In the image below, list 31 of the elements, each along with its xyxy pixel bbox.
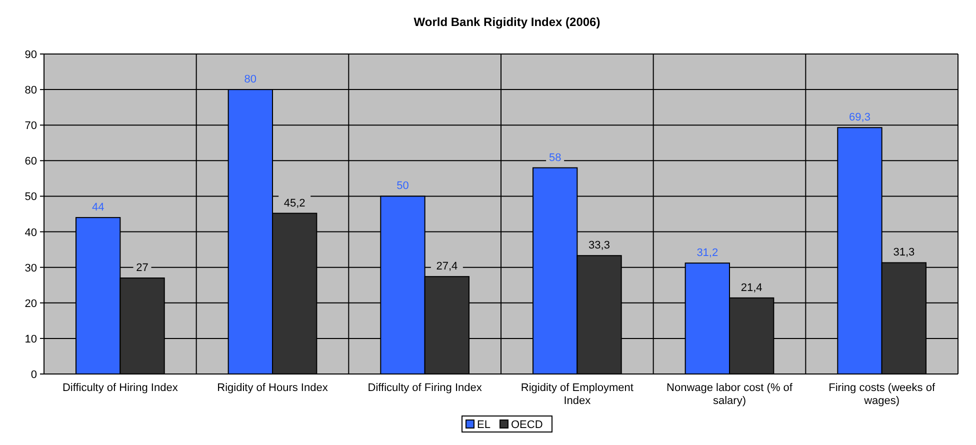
x-tick-label: Difficulty of Firing Index (368, 382, 482, 394)
data-label: 50 (396, 180, 409, 192)
legend-label: OECD (511, 419, 543, 431)
x-tick-label: Rigidity of Employment Index (520, 382, 634, 407)
y-tick-label: 80 (24, 84, 37, 97)
y-tick-label: 0 (30, 369, 37, 381)
y-tick-label: 10 (24, 333, 37, 346)
y-tick-label: 30 (24, 262, 37, 274)
data-label: 27,4 (436, 260, 458, 273)
y-tick-label: 60 (24, 156, 37, 168)
data-label: 80 (244, 74, 257, 86)
y-tick-label: 70 (24, 120, 37, 132)
y-tick-label: 20 (24, 298, 37, 310)
x-tick-label: Rigidity of Hours Index (217, 382, 328, 394)
data-label: 31,3 (893, 246, 915, 259)
data-label: 31,2 (696, 247, 718, 260)
data-label: 45,2 (284, 197, 306, 210)
y-tick-label: 50 (24, 191, 37, 204)
data-label: 58 (548, 152, 562, 164)
data-label: 44 (92, 202, 104, 214)
data-label: 27 (136, 262, 148, 274)
x-tick-label: Nonwage labor cost (% of salary) (666, 382, 794, 407)
data-label: 33,3 (588, 240, 610, 252)
x-tick-label: Firing costs (weeks of wages) (828, 382, 936, 407)
data-label: 69,3 (849, 112, 870, 124)
y-tick-label: 90 (24, 49, 37, 61)
chart-title: World Bank Rigidity Index (2006) (414, 15, 600, 29)
data-label: 21,4 (740, 282, 762, 294)
x-tick-label: Difficulty of Hiring Index (62, 382, 178, 394)
y-tick-label: 40 (24, 226, 37, 239)
legend-label: EL (477, 419, 490, 431)
